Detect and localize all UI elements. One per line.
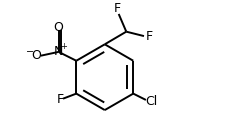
Text: −: −	[26, 47, 34, 57]
Text: F: F	[145, 30, 152, 43]
Text: Cl: Cl	[144, 95, 156, 108]
Text: F: F	[56, 93, 63, 106]
Text: +: +	[60, 42, 67, 51]
Text: F: F	[113, 2, 120, 15]
Text: O: O	[53, 21, 63, 34]
Text: N: N	[54, 45, 63, 58]
Text: O: O	[31, 49, 40, 62]
